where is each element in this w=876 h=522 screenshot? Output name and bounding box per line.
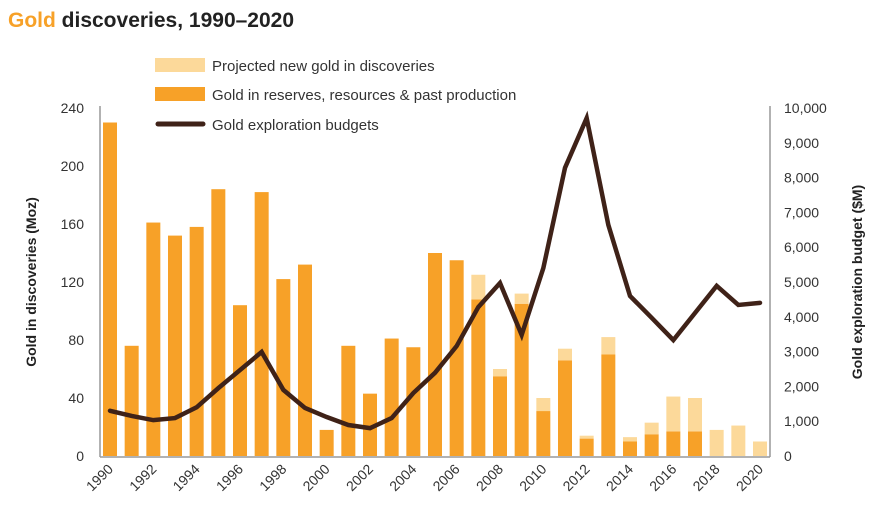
bar-reserves-2001	[341, 346, 355, 456]
bar-reserves-2005	[428, 253, 442, 456]
legend: Projected new gold in discoveries Gold i…	[155, 58, 516, 134]
x-tick-label: 2014	[603, 461, 636, 494]
x-tick-label: 2016	[646, 461, 679, 494]
y-tick-label: 120	[61, 274, 85, 290]
bar-reserves-2008	[493, 376, 507, 456]
bar-reserves-1996	[233, 305, 247, 456]
x-tick-label: 2002	[343, 461, 376, 494]
legend-swatch-reserves	[155, 87, 205, 101]
bar-projected-2012	[580, 436, 594, 439]
y2-tick-label: 7,000	[784, 204, 819, 220]
bar-reserves-1990	[103, 123, 117, 457]
y2-tick-label: 8,000	[784, 170, 819, 186]
bar-reserves-2015	[645, 434, 659, 456]
bar-projected-2009	[515, 294, 529, 304]
bar-reserves-2016	[666, 431, 680, 456]
y-tick-label: 0	[76, 448, 84, 464]
bar-reserves-2010	[536, 411, 550, 456]
y2-tick-label: 2,000	[784, 378, 819, 394]
y2-tick-label: 5,000	[784, 274, 819, 290]
bar-projected-2015	[645, 423, 659, 435]
bar-projected-2010	[536, 398, 550, 411]
bar-projected-2018	[710, 430, 724, 456]
bar-reserves-2013	[601, 355, 615, 457]
bar-reserves-1994	[190, 227, 204, 456]
x-tick-label: 2004	[386, 461, 419, 494]
y-tick-label: 80	[68, 332, 84, 348]
bar-reserves-2012	[580, 439, 594, 456]
y-tick-label: 240	[61, 100, 85, 116]
bars	[103, 123, 767, 457]
bar-reserves-2000	[320, 430, 334, 456]
bar-projected-2016	[666, 397, 680, 432]
bar-projected-2019	[731, 426, 745, 456]
y2-tick-label: 4,000	[784, 309, 819, 325]
bar-reserves-1997	[255, 192, 269, 456]
bar-reserves-1995	[211, 189, 225, 456]
bar-reserves-1999	[298, 265, 312, 456]
y2-tick-label: 10,000	[784, 100, 827, 116]
bar-reserves-1993	[168, 236, 182, 456]
y2-tick-label: 3,000	[784, 344, 819, 360]
bar-projected-2008	[493, 369, 507, 376]
legend-label-reserves: Gold in reserves, resources & past produ…	[212, 87, 516, 104]
bar-reserves-2007	[471, 299, 485, 456]
bar-projected-2017	[688, 398, 702, 431]
bar-reserves-2011	[558, 360, 572, 456]
y-tick-label: 200	[61, 158, 85, 174]
title-highlight: Gold	[8, 9, 56, 32]
bar-projected-2014	[623, 437, 637, 441]
bar-projected-2007	[471, 275, 485, 300]
x-tick-label: 2012	[559, 461, 592, 494]
legend-swatch-projected	[155, 58, 205, 72]
bar-projected-2011	[558, 349, 572, 361]
chart-title: Gold discoveries, 1990–2020	[8, 9, 294, 32]
y-tick-label: 160	[61, 216, 85, 232]
legend-label-projected: Projected new gold in discoveries	[212, 58, 435, 75]
y2-tick-label: 6,000	[784, 239, 819, 255]
bar-projected-2020	[753, 442, 767, 457]
bar-reserves-1991	[125, 346, 139, 456]
y2-tick-label: 1,000	[784, 413, 819, 429]
y2-tick-label: 9,000	[784, 135, 819, 151]
x-tick-label: 2010	[516, 461, 549, 494]
y2-axis-label: Gold exploration budget ($M)	[849, 185, 865, 379]
legend-label-budget: Gold exploration budgets	[212, 117, 379, 134]
bar-projected-2013	[601, 337, 615, 354]
bar-reserves-2017	[688, 431, 702, 456]
y2-tick-label: 0	[784, 448, 792, 464]
x-tick-label: 2018	[689, 461, 722, 494]
bar-reserves-2003	[385, 339, 399, 456]
x-tick-label: 1994	[169, 461, 202, 494]
y-tick-label: 40	[68, 390, 84, 406]
x-tick-label: 1992	[126, 461, 159, 494]
x-tick-label: 1990	[83, 461, 116, 494]
title-rest: discoveries, 1990–2020	[56, 9, 294, 32]
x-tick-label: 1996	[213, 461, 246, 494]
x-tick-label: 2000	[299, 461, 332, 494]
x-tick-label: 2006	[429, 461, 462, 494]
bar-reserves-2006	[450, 260, 464, 456]
x-tick-label: 2008	[473, 461, 506, 494]
x-tick-label: 2020	[733, 461, 766, 494]
bar-reserves-2014	[623, 442, 637, 457]
y-axis-label: Gold in discoveries (Moz)	[23, 197, 39, 367]
bar-reserves-1998	[276, 279, 290, 456]
x-tick-label: 1998	[256, 461, 289, 494]
